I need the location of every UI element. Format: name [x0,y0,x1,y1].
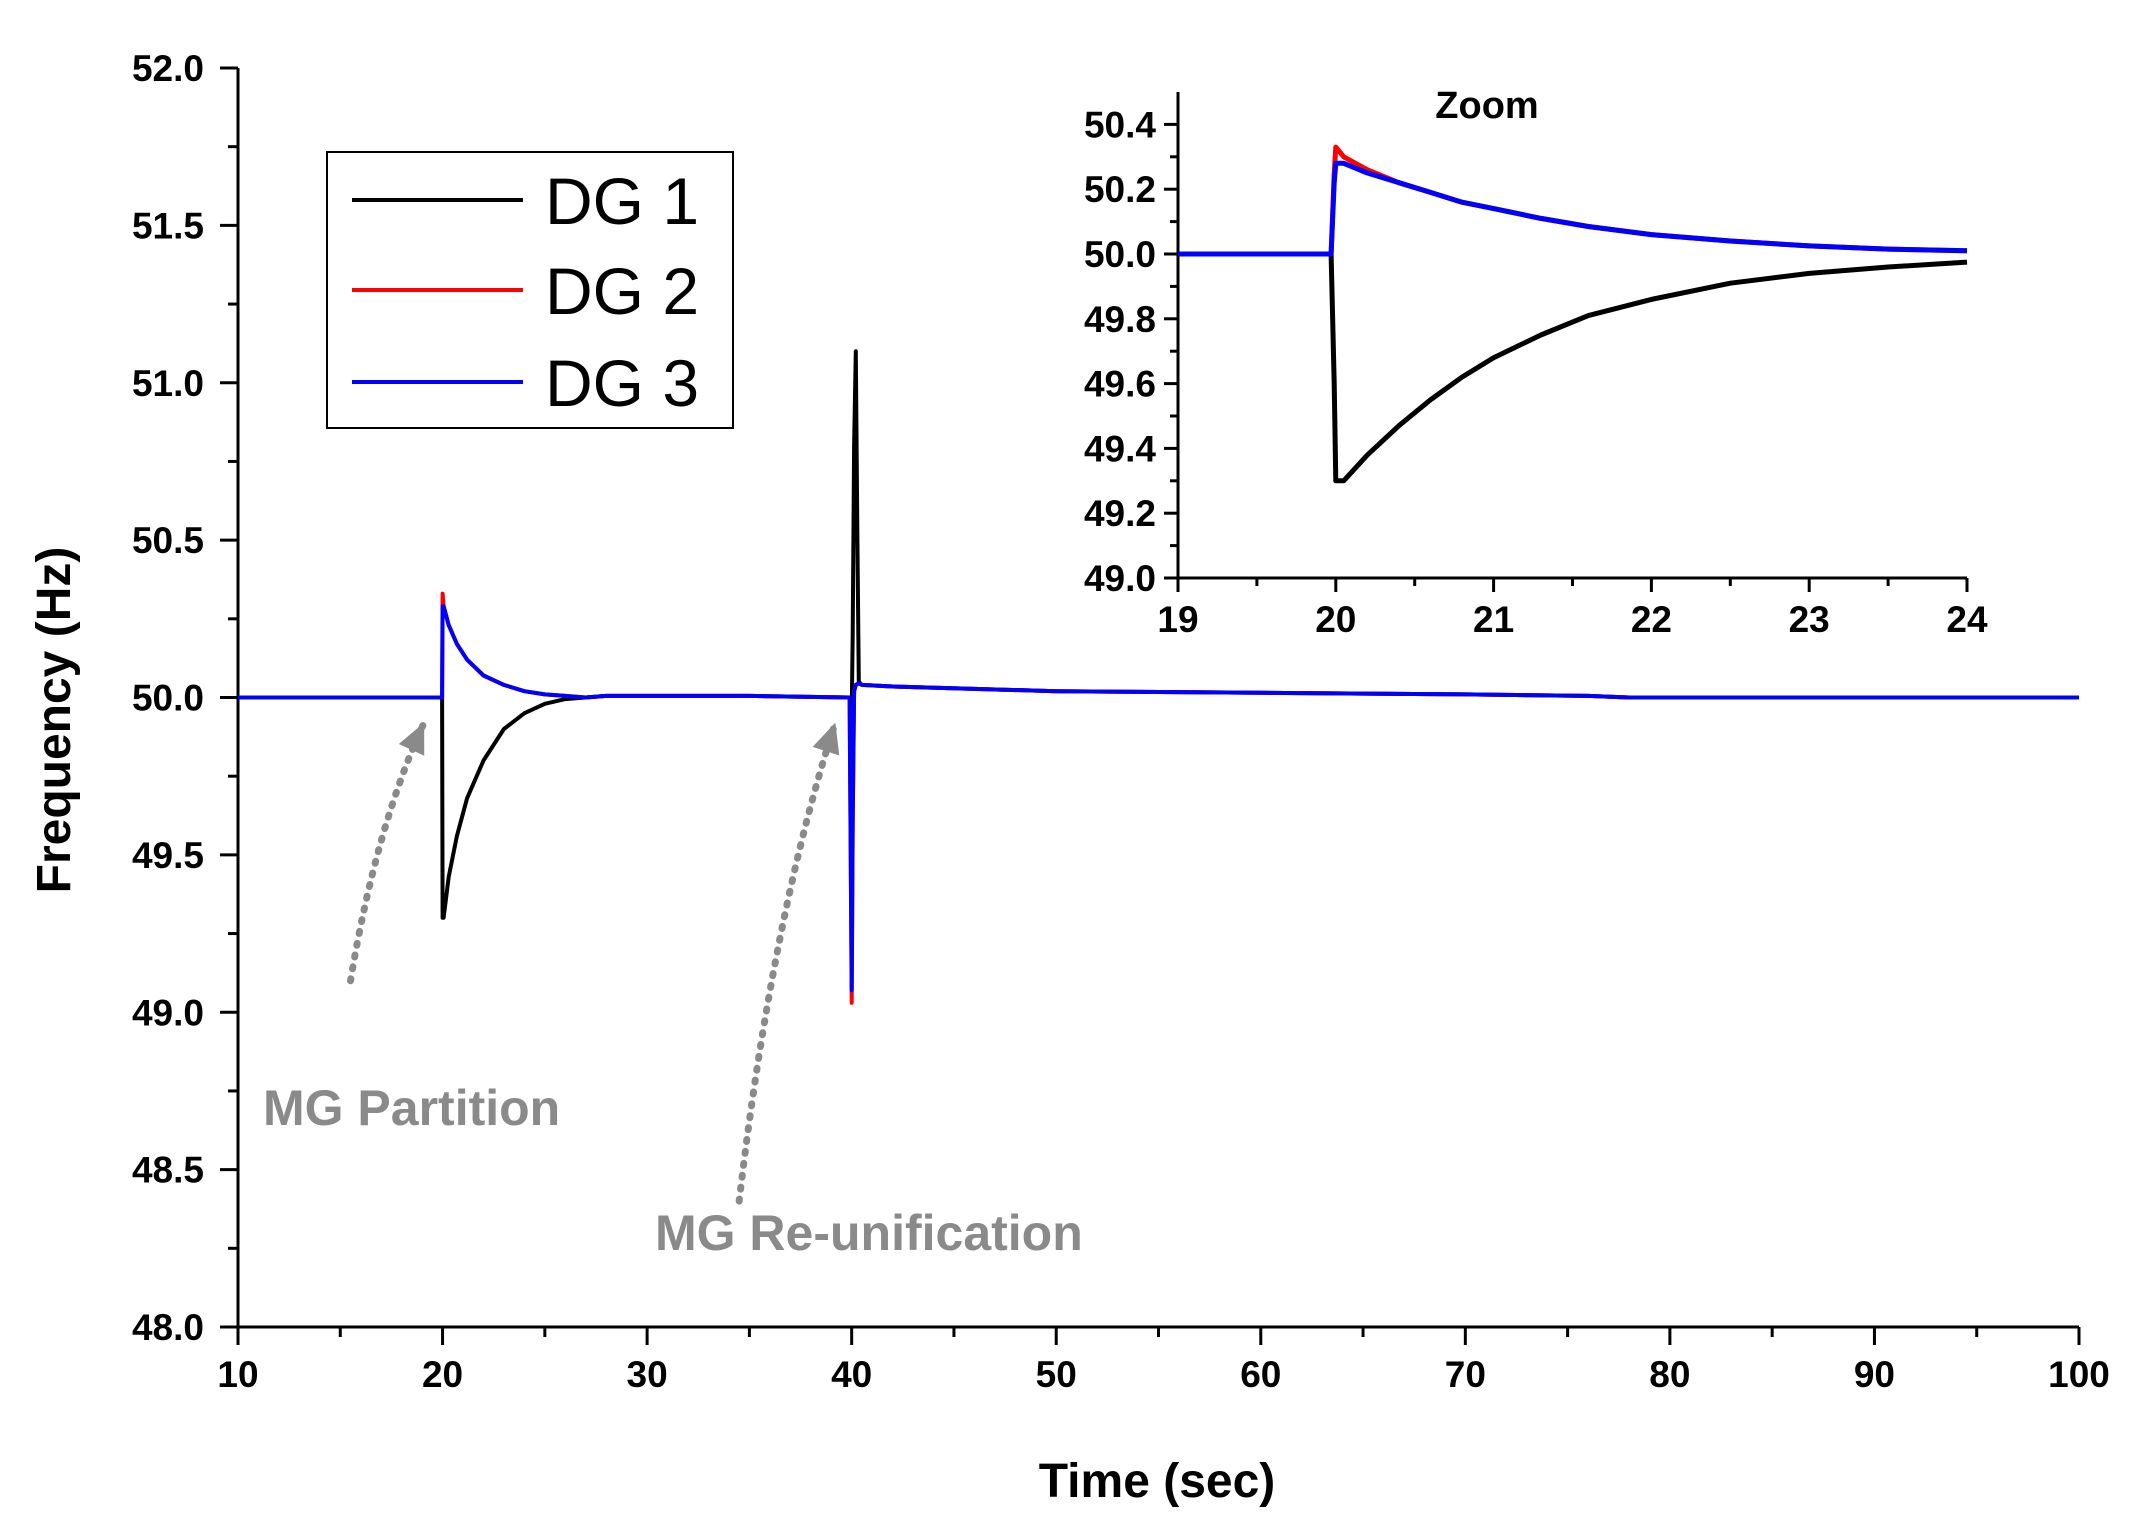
inset-y-tick-label: 49.6 [1084,364,1156,405]
inset-y-tick-label: 50.0 [1084,234,1156,275]
x-tick-label: 10 [217,1354,258,1395]
x-tick-label: 80 [1649,1354,1690,1395]
y-tick-label: 49.0 [132,992,204,1033]
inset-y-tick-label: 50.2 [1084,169,1156,210]
legend-label-dg-1: DG 1 [545,164,699,238]
annotation-arrow [735,719,839,1205]
inset-x-tick-label: 19 [1157,599,1198,640]
y-tick-label: 49.5 [132,835,204,876]
annotation-mg-partition: MG Partition [263,1080,560,1136]
x-axis-title: Time (sec) [1039,1455,1276,1508]
annotation-mg-reunification: MG Re-unification [655,1205,1083,1261]
x-tick-label: 70 [1445,1354,1486,1395]
x-tick-label: 40 [831,1354,872,1395]
inset-x-tick-label: 20 [1315,599,1356,640]
inset-series-dg-3 [1178,160,1968,257]
y-tick-label: 48.5 [132,1150,204,1191]
y-tick-label: 51.5 [132,205,204,246]
main-plot: 10 20 30 40 50 60 70 80 90 100 48.0 48.5 49.0 49.5 50.… [132,48,2110,1395]
inset-plot: 19 20 21 22 23 24 49.0 49.2 49.4 49.6 49.8 50.0 50.2… [1084,92,1988,640]
inset-x-tick-label: 23 [1789,599,1830,640]
inset-y-tick-label: 49.8 [1084,299,1156,340]
y-tick-label: 52.0 [132,48,204,89]
inset-y-tick-label: 49.0 [1084,558,1156,599]
series-dg-3 [238,604,2079,993]
y-tick-label: 48.0 [132,1307,204,1348]
inset-series-dg-1 [1178,251,1968,484]
inset-y-tick-label: 50.4 [1084,104,1156,145]
inset-y-tick-label: 49.2 [1084,493,1156,534]
annotation-arrowhead [398,722,425,756]
x-tick-label: 100 [2048,1354,2110,1395]
legend-label-dg-2: DG 2 [545,254,699,328]
y-tick-label: 50.5 [132,520,204,561]
x-tick-label: 60 [1240,1354,1281,1395]
legend: DG 1 DG 2 DG 3 [326,151,734,429]
x-tick-label: 50 [1036,1354,1077,1395]
inset-x-tick-label: 21 [1473,599,1514,640]
y-tick-label: 51.0 [132,363,204,404]
annotation-arrowhead [812,722,840,756]
inset-y-tick-label: 49.4 [1084,428,1156,469]
inset-x-tick-label: 22 [1631,599,1672,640]
inset-x-tick-label: 24 [1946,599,1988,640]
x-tick-label: 20 [422,1354,463,1395]
y-tick-label: 50.0 [132,678,204,719]
legend-label-dg-3: DG 3 [545,346,699,420]
inset-title: Zoom [1435,85,1538,127]
y-axis-title: Frequency (Hz) [28,547,81,894]
x-tick-label: 90 [1854,1354,1895,1395]
x-tick-label: 30 [627,1354,668,1395]
